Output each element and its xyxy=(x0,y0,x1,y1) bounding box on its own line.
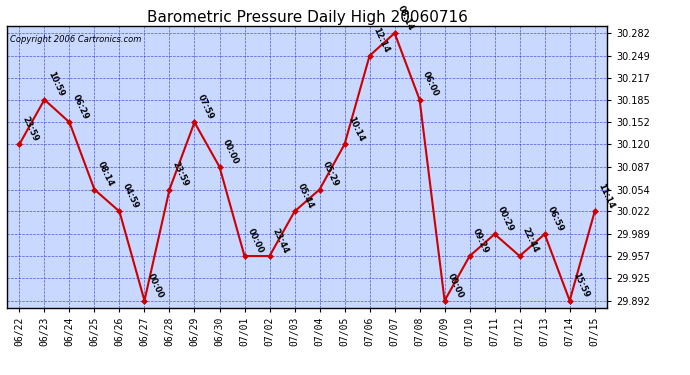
Text: 11:14: 11:14 xyxy=(596,182,615,210)
Text: 06:59: 06:59 xyxy=(546,205,566,233)
Text: 00:29: 00:29 xyxy=(496,205,515,233)
Text: 09:29: 09:29 xyxy=(471,227,491,255)
Text: 12:14: 12:14 xyxy=(371,26,391,54)
Text: 00:00: 00:00 xyxy=(246,227,265,255)
Text: 10:14: 10:14 xyxy=(346,115,366,143)
Text: 23:59: 23:59 xyxy=(171,160,190,188)
Text: 08:14: 08:14 xyxy=(96,160,115,188)
Text: 04:59: 04:59 xyxy=(121,182,140,210)
Text: 22:44: 22:44 xyxy=(521,226,540,255)
Text: 00:00: 00:00 xyxy=(146,272,165,299)
Text: 06:00: 06:00 xyxy=(421,70,440,98)
Text: 08:14: 08:14 xyxy=(396,4,415,32)
Title: Barometric Pressure Daily High 20060716: Barometric Pressure Daily High 20060716 xyxy=(146,10,468,25)
Text: 23:59: 23:59 xyxy=(21,115,40,143)
Text: 00:00: 00:00 xyxy=(446,272,465,299)
Text: 06:29: 06:29 xyxy=(71,93,90,121)
Text: 05:44: 05:44 xyxy=(296,182,315,210)
Text: 15:59: 15:59 xyxy=(571,271,591,299)
Text: 23:44: 23:44 xyxy=(271,226,290,255)
Text: Copyright 2006 Cartronics.com: Copyright 2006 Cartronics.com xyxy=(10,35,141,44)
Text: 07:59: 07:59 xyxy=(196,93,215,121)
Text: 00:00: 00:00 xyxy=(221,138,240,165)
Text: 05:29: 05:29 xyxy=(321,160,340,188)
Text: 10:59: 10:59 xyxy=(46,70,66,98)
